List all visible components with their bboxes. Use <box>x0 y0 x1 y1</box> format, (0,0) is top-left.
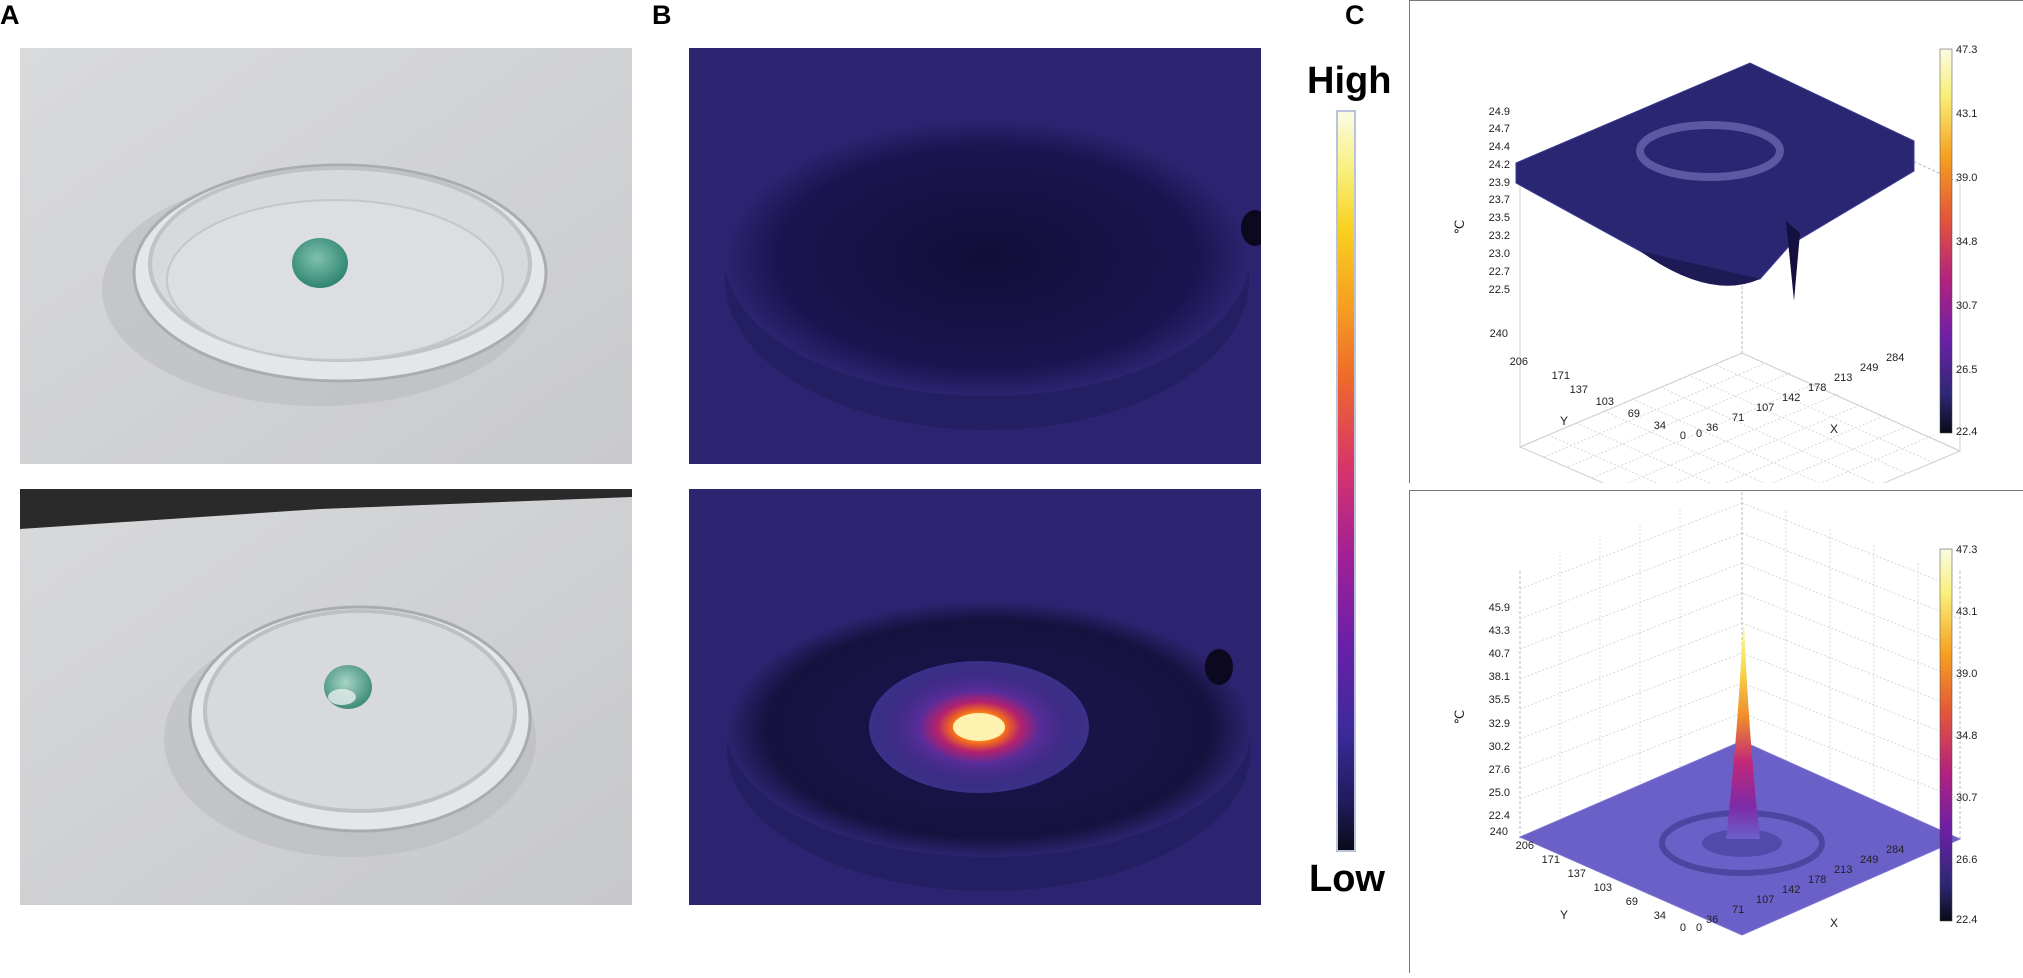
x-tick: 284 <box>1886 352 1904 364</box>
x-tick: 213 <box>1834 372 1852 384</box>
cbar-tick: 43.1 <box>1956 606 1977 618</box>
cbar-tick: 22.4 <box>1956 426 1977 438</box>
x-tick: 107 <box>1756 894 1774 906</box>
x-tick: 71 <box>1732 412 1744 424</box>
z-axis-ticks-before: 24.9 24.7 24.4 24.2 23.9 23.7 23.5 23.2 … <box>1489 106 1510 296</box>
z-tick: 24.7 <box>1489 123 1510 135</box>
z-tick: 32.9 <box>1489 718 1510 730</box>
y-tick: 103 <box>1596 396 1614 408</box>
scale-low-label: Low <box>1309 858 1385 900</box>
cbar-tick: 26.6 <box>1956 854 1977 866</box>
z-tick: 27.6 <box>1489 764 1510 776</box>
x-tick: 178 <box>1808 382 1826 394</box>
photo-petri-dish-after <box>20 489 632 905</box>
y-tick: 171 <box>1542 854 1560 866</box>
colorbar-before <box>1939 48 1953 434</box>
z-tick: 23.2 <box>1489 230 1510 242</box>
colorbar-after <box>1939 548 1953 922</box>
cbar-tick: 47.3 <box>1956 44 1977 56</box>
x-tick: 107 <box>1756 402 1774 414</box>
cbar-tick: 39.0 <box>1956 172 1977 184</box>
cbar-tick: 34.8 <box>1956 730 1977 742</box>
z-tick: 23.5 <box>1489 212 1510 224</box>
z-tick: 40.7 <box>1489 648 1510 660</box>
z-tick: 25.0 <box>1489 787 1510 799</box>
y-tick: 171 <box>1552 370 1570 382</box>
y-tick: 69 <box>1628 408 1640 420</box>
x-tick: 142 <box>1782 884 1800 896</box>
z-tick: 24.9 <box>1489 106 1510 118</box>
x-tick: 36 <box>1706 914 1718 926</box>
thermal-color-scale <box>1336 110 1356 852</box>
z-tick: 22.7 <box>1489 266 1510 278</box>
thermal-image-before <box>689 48 1261 464</box>
y-tick: 240 <box>1490 826 1508 838</box>
y-tick: 240 <box>1490 328 1508 340</box>
z-tick: 23.7 <box>1489 194 1510 206</box>
surface-plot-before: 24.9 24.7 24.4 24.2 23.9 23.7 23.5 23.2 … <box>1409 0 2023 544</box>
z-tick: 43.3 <box>1489 625 1510 637</box>
z-tick: 22.5 <box>1489 284 1510 296</box>
x-axis-label: X <box>1830 916 1838 930</box>
y-tick: 206 <box>1510 356 1528 368</box>
x-tick: 36 <box>1706 422 1718 434</box>
y-tick: 103 <box>1594 882 1612 894</box>
y-axis-label: Y <box>1560 414 1568 428</box>
y-tick: 34 <box>1654 910 1666 922</box>
panel-letter-a: A <box>0 0 20 30</box>
z-tick: 45.9 <box>1489 602 1510 614</box>
cbar-tick: 22.4 <box>1956 914 1977 926</box>
y-tick: 34 <box>1654 420 1666 432</box>
z-tick: 24.2 <box>1489 159 1510 171</box>
x-tick: 249 <box>1860 854 1878 866</box>
z-axis-label: ℃ <box>1452 220 1467 235</box>
z-tick: 38.1 <box>1489 671 1510 683</box>
y-tick: 137 <box>1570 384 1588 396</box>
x-tick: 71 <box>1732 904 1744 916</box>
z-tick: 22.4 <box>1489 810 1510 822</box>
z-tick: 23.0 <box>1489 248 1510 260</box>
thermal-image-after <box>689 489 1261 905</box>
x-tick: 0 <box>1696 428 1702 440</box>
x-tick: 284 <box>1886 844 1904 856</box>
y-tick: 137 <box>1568 868 1586 880</box>
x-tick: 178 <box>1808 874 1826 886</box>
y-tick: 69 <box>1626 896 1638 908</box>
panel-letter-b: B <box>652 0 672 30</box>
y-tick: 0 <box>1680 430 1686 442</box>
z-axis-label: ℃ <box>1452 710 1467 725</box>
panel-letter-c: C <box>1345 0 1365 30</box>
y-tick: 0 <box>1680 922 1686 934</box>
cbar-tick: 47.3 <box>1956 544 1977 556</box>
x-axis-label: X <box>1830 422 1838 436</box>
photo-petri-dish-before <box>20 48 632 464</box>
cbar-tick: 30.7 <box>1956 300 1977 312</box>
y-tick: 206 <box>1516 840 1534 852</box>
z-tick: 35.5 <box>1489 694 1510 706</box>
x-tick: 249 <box>1860 362 1878 374</box>
cbar-tick: 43.1 <box>1956 108 1977 120</box>
z-tick: 24.4 <box>1489 141 1510 153</box>
cbar-tick: 26.5 <box>1956 364 1977 376</box>
x-tick: 142 <box>1782 392 1800 404</box>
cbar-tick: 34.8 <box>1956 236 1977 248</box>
surface-plot-after: 45.9 43.3 40.7 38.1 35.5 32.9 30.2 27.6 … <box>1409 487 2023 973</box>
scale-high-label: High <box>1307 60 1392 102</box>
x-tick: 213 <box>1834 864 1852 876</box>
y-axis-label: Y <box>1560 908 1568 922</box>
cbar-tick: 30.7 <box>1956 792 1977 804</box>
x-tick: 0 <box>1696 922 1702 934</box>
z-tick: 30.2 <box>1489 741 1510 753</box>
cbar-tick: 39.0 <box>1956 668 1977 680</box>
z-tick: 23.9 <box>1489 177 1510 189</box>
